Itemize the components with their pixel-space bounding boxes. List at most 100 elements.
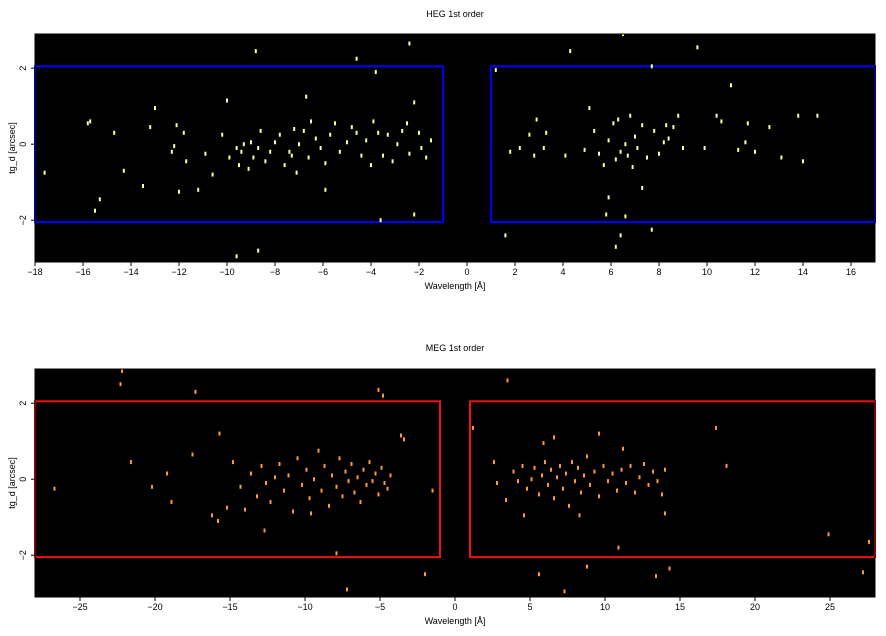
meg-event-point [559,463,561,468]
meg-event-point [265,481,267,485]
meg-event-point [598,494,600,499]
heg-event-point [607,195,610,200]
meg-event-point [538,492,540,497]
heg-event-point [653,128,656,133]
meg-x-tick-label: 25 [825,602,835,612]
heg-event-point [677,113,680,118]
meg-event-point [593,469,596,474]
meg-event-point [166,471,168,476]
heg-event-point [355,130,358,135]
meg-event-point [313,477,315,482]
heg-event-point [605,212,608,217]
heg-x-tick-label: 10 [702,267,712,277]
meg-event-point [530,477,533,482]
heg-event-point [413,212,416,217]
heg-event-point [634,134,636,139]
meg-event-point [278,462,281,466]
meg-x-tick-label: 20 [750,602,760,612]
heg-plot-frame [34,33,876,263]
heg-event-point [350,125,353,130]
meg-y-tick-label: −2 [18,550,28,560]
heg-event-point [290,153,293,158]
heg-event-point [626,153,629,158]
heg-event-point [730,83,732,88]
heg-event-point [703,146,706,150]
heg-event-point [545,130,548,135]
meg-event-point [556,475,558,480]
heg-event-point [754,149,756,154]
heg-x-tick-label: −4 [366,267,376,277]
heg-event-point [408,41,411,46]
heg-event-point [374,70,377,74]
heg-event-point [646,155,648,160]
heg-x-tick-label: −10 [219,267,234,277]
meg-x-tick-label: 10 [600,602,610,612]
meg-plot-area [35,369,875,597]
heg-plot-area [35,34,875,262]
meg-event-point [862,570,864,575]
meg-event-point [296,456,299,461]
meg-x-tick-label: −25 [72,602,87,612]
heg-x-tick-label: 4 [560,267,565,277]
meg-event-point [170,500,173,504]
heg-event-point [816,113,819,118]
heg-x-tick-label: −12 [171,267,186,277]
heg-event-point [413,100,416,105]
meg-event-point [517,479,519,484]
heg-event-point [425,155,428,160]
heg-event-point [715,113,718,118]
meg-x-tick-label: −15 [222,602,237,612]
meg-event-point [725,463,728,468]
heg-x-axis: −18 −16 −14 −12 −10 −8 −6 −4 −2 0 2 4 6 8 10 12 14 16 [27,262,856,277]
meg-event-point [493,460,495,465]
heg-event-point [305,94,308,99]
heg-event-point [780,155,783,160]
heg-x-tick-label: −8 [270,267,280,277]
heg-event-point [614,244,617,249]
meg-panel: MEG 1st order −25 −20 −15 −10 −5 0 5 10 15 20 25 −… [7,343,876,626]
heg-event-point [283,163,286,168]
heg-event-point [310,119,312,124]
meg-event-point [400,433,402,438]
meg-x-axis-label: Wavelength [Å] [425,616,486,626]
meg-event-point [589,482,591,487]
meg-event-point [431,488,434,493]
meg-event-point [301,482,303,487]
meg-event-point [523,513,525,518]
heg-y-axis-label: tg_d [arcsec] [7,122,17,174]
heg-event-point [768,125,771,130]
meg-event-point [563,589,566,594]
meg-event-point [583,473,585,478]
meg-event-point [344,469,347,474]
meg-event-point [424,572,426,577]
heg-event-point [509,149,512,154]
heg-event-point [662,140,665,145]
heg-event-point [86,121,89,126]
meg-event-point [629,463,632,468]
heg-event-point [396,142,399,147]
heg-event-point [365,138,368,143]
heg-y-tick-label: 0 [18,142,28,147]
heg-event-point [122,168,125,173]
meg-event-point [598,431,600,436]
heg-event-point [370,163,372,168]
heg-event-point [619,233,622,238]
meg-event-point [578,513,581,518]
heg-event-point [624,142,627,147]
meg-event-point [616,488,618,493]
heg-event-point [382,153,384,158]
heg-event-point [391,159,394,164]
meg-event-point [715,425,717,430]
meg-x-tick-label: −10 [297,602,312,612]
heg-event-point [254,49,257,54]
heg-event-point [797,113,800,118]
heg-x-tick-label: 8 [656,267,661,277]
heg-event-point [744,140,747,145]
meg-event-point [496,481,498,485]
heg-event-point [650,64,653,69]
heg-event-point [377,130,380,135]
heg-event-point [542,146,545,150]
meg-event-point [574,479,576,484]
heg-event-point [602,163,605,168]
heg-x-tick-label: 0 [464,267,469,277]
